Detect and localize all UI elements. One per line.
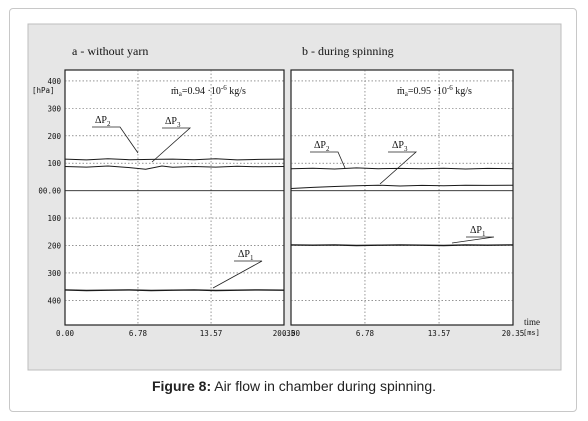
x-axis-label: time <box>524 317 540 327</box>
y-tick-label: 100 <box>47 214 61 223</box>
panel-a-mass-flow-symbol: ṁ <box>171 86 179 97</box>
series-leader-line <box>379 151 418 185</box>
x-tick-label: 0.00 <box>56 329 75 338</box>
y-tick-label: 300 <box>47 104 61 113</box>
y-tick-label: 200 <box>47 132 61 141</box>
y-tick-label: 200 <box>47 241 61 250</box>
y-tick-label: 100 <box>47 159 61 168</box>
series-line-dp1 <box>290 244 514 247</box>
y-tick-label: 300 <box>47 269 61 278</box>
x-tick-label: 0.00 <box>282 329 301 338</box>
y-axis-unit: [hPa] <box>32 86 55 95</box>
panel-a-mass-flow-sub: a <box>179 90 183 98</box>
figure-caption: Figure 8: Air flow in chamber during spi… <box>0 378 588 394</box>
y-tick-label: 400 <box>47 77 61 86</box>
series-label-dp1: ΔP1 <box>238 249 254 262</box>
panel-a-grid <box>65 70 284 325</box>
y-tick-label: 400 <box>47 296 61 305</box>
panel-a-mass-flow-unit: kg/s <box>227 86 246 97</box>
x-tick-label: 13.57 <box>200 329 223 338</box>
y-tick-labels: 400 300 200 100 00.00 100 200 300 400 <box>38 77 61 305</box>
panel-b-x-tick-labels: 0.00 6.78 13.57 20.35 <box>282 329 524 338</box>
x-tick-label: 6.78 <box>356 329 375 338</box>
x-tick-label: 20.35 <box>273 329 296 338</box>
x-tick-label: 13.57 <box>428 329 451 338</box>
series-labels: ΔP2 ΔP3 ΔP1 ΔP2 ΔP3 ΔP1 <box>92 115 495 289</box>
panel-a-plot-area <box>64 69 285 326</box>
caption-label: Figure 8: <box>151 378 212 394</box>
panel-b-mass-flow-exp: -6 <box>447 84 453 92</box>
series-line-dp2 <box>290 167 514 170</box>
series-leader-line <box>451 236 495 244</box>
panel-a-mass-flow-exp: -6 <box>221 84 227 92</box>
series-line-dp1 <box>64 289 285 292</box>
panel-b-mass-flow-unit: kg/s <box>453 86 472 97</box>
panel-b-series <box>290 167 514 247</box>
panel-a-mass-flow: ṁa=0.94 ·10-6 kg/s <box>171 84 246 98</box>
panel-b-mass-flow-value: =0.95 ·10 <box>408 86 447 97</box>
panel-b-mass-flow: ṁa=0.95 ·10-6 kg/s <box>397 84 472 98</box>
y-tick-label: 00.00 <box>38 187 61 196</box>
series-leader-line <box>310 151 346 169</box>
panel-a-x-tick-labels: 0.00 6.78 13.57 20.35 <box>56 329 295 338</box>
series-label-dp1: ΔP1 <box>470 225 486 238</box>
panel-a-mass-flow-value: =0.94 ·10 <box>182 86 221 97</box>
series-leader-line <box>212 260 263 289</box>
series-line-dp2 <box>64 158 285 161</box>
panel-b-plot-area <box>290 69 514 326</box>
series-leader-line <box>151 127 192 163</box>
x-axis-unit: [ms] <box>523 329 540 337</box>
panel-b-mass-flow-sub: a <box>405 90 409 98</box>
caption-text: Air flow in chamber during spinning. <box>214 378 437 394</box>
series-line-dp3 <box>290 184 514 189</box>
x-tick-label: 20.35 <box>502 329 525 338</box>
series-label-dp2: ΔP2 <box>95 115 111 128</box>
panel-b-title: b - during spinning <box>302 44 394 58</box>
series-label-dp2: ΔP2 <box>314 140 330 153</box>
x-tick-label: 6.78 <box>129 329 148 338</box>
series-label-dp3: ΔP3 <box>165 116 181 129</box>
panel-a-title: a - without yarn <box>72 44 148 58</box>
series-line-dp3 <box>64 165 285 170</box>
panel-a-series <box>64 158 285 292</box>
series-label-dp3: ΔP3 <box>392 140 408 153</box>
series-leader-line <box>92 126 139 154</box>
panel-b-grid <box>291 70 513 325</box>
panel-b-mass-flow-symbol: ṁ <box>397 86 405 97</box>
